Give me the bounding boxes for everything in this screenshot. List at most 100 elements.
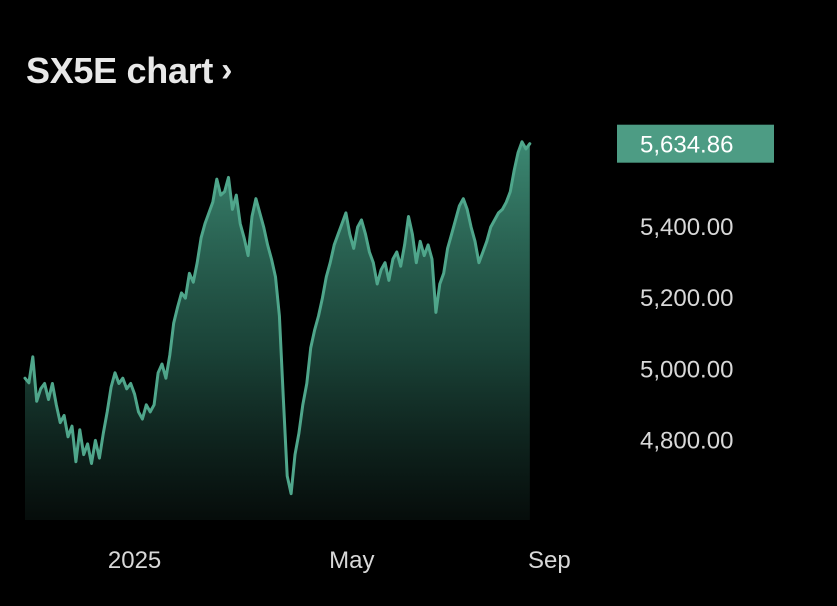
data-point	[286, 474, 289, 477]
data-point	[180, 291, 183, 294]
data-point	[387, 279, 390, 282]
data-point	[192, 281, 195, 284]
data-point	[521, 140, 524, 143]
data-point	[243, 236, 246, 239]
y-tick-label: 5,200.00	[640, 285, 733, 312]
data-point	[399, 265, 402, 268]
data-point	[282, 396, 285, 399]
current-price-badge: 5,634.86	[617, 124, 774, 163]
data-point	[485, 240, 488, 243]
data-point	[344, 211, 347, 214]
current-price-label: 5,634.86	[640, 132, 733, 159]
data-point	[321, 297, 324, 300]
data-point	[129, 382, 132, 385]
price-area-fill	[25, 141, 530, 521]
data-point	[219, 194, 222, 197]
data-point	[98, 457, 101, 460]
data-point	[341, 222, 344, 225]
data-point	[325, 275, 328, 278]
data-point	[55, 403, 58, 406]
data-point	[78, 428, 81, 431]
data-point	[352, 247, 355, 250]
data-point	[184, 297, 187, 300]
data-point	[94, 439, 97, 442]
data-point	[348, 233, 351, 236]
data-point	[137, 410, 140, 413]
data-point	[411, 233, 414, 236]
data-point	[278, 315, 281, 318]
data-point	[59, 421, 62, 424]
data-point	[497, 211, 500, 214]
data-point	[454, 219, 457, 222]
price-line	[23, 140, 532, 496]
data-point	[51, 382, 54, 385]
data-point	[90, 462, 93, 465]
data-point	[125, 387, 128, 390]
data-point	[31, 355, 34, 358]
data-point	[423, 254, 426, 257]
data-point	[364, 233, 367, 236]
data-point	[121, 377, 124, 380]
data-point	[47, 398, 50, 401]
data-point	[513, 169, 516, 172]
data-point	[188, 272, 191, 275]
data-point	[204, 222, 207, 225]
current-price-badge-bg	[617, 124, 774, 163]
data-point	[477, 261, 480, 264]
y-tick-label: 4,800.00	[640, 427, 733, 454]
data-point	[71, 425, 74, 428]
x-tick-label: Sep	[528, 547, 571, 574]
chart-title-link[interactable]: SX5E chart ›	[26, 50, 232, 92]
data-point	[509, 190, 512, 193]
x-axis: 2025 May Sep	[108, 547, 571, 574]
data-point	[67, 435, 70, 438]
data-point	[474, 240, 477, 243]
data-point	[141, 418, 144, 421]
data-point	[239, 222, 242, 225]
data-point	[39, 387, 42, 390]
data-point	[274, 275, 277, 278]
data-point	[86, 442, 89, 445]
data-point	[262, 226, 265, 229]
data-point	[117, 382, 120, 385]
chart-title: SX5E chart	[26, 50, 214, 91]
data-point	[524, 147, 527, 150]
data-point	[415, 261, 418, 264]
data-point	[442, 272, 445, 275]
data-point	[419, 240, 422, 243]
data-point	[384, 261, 387, 264]
data-point	[254, 197, 257, 200]
data-point	[247, 254, 250, 257]
data-point	[176, 306, 179, 309]
data-point	[434, 311, 437, 314]
data-point	[110, 386, 113, 389]
data-point	[528, 142, 531, 145]
data-point	[63, 414, 66, 417]
data-point	[27, 381, 30, 384]
data-point	[223, 190, 226, 193]
x-tick-label: May	[329, 547, 374, 574]
data-point	[368, 251, 371, 254]
data-point	[24, 377, 27, 380]
x-tick-label: 2025	[108, 547, 161, 574]
data-point	[114, 371, 117, 374]
y-axis: 5,400.00 5,200.00 5,000.00 4,800.00	[640, 214, 733, 454]
data-point	[462, 197, 465, 200]
data-point	[403, 243, 406, 246]
data-point	[329, 261, 332, 264]
data-point	[450, 233, 453, 236]
data-point	[466, 208, 469, 211]
data-point	[172, 322, 175, 325]
data-point	[297, 432, 300, 435]
data-point	[43, 382, 46, 385]
data-point	[360, 219, 363, 222]
data-point	[227, 176, 230, 179]
data-point	[74, 460, 77, 463]
data-point	[145, 403, 148, 406]
data-point	[251, 215, 254, 218]
data-point	[106, 410, 109, 413]
data-point	[356, 226, 359, 229]
data-point	[501, 208, 504, 211]
data-point	[215, 178, 218, 181]
